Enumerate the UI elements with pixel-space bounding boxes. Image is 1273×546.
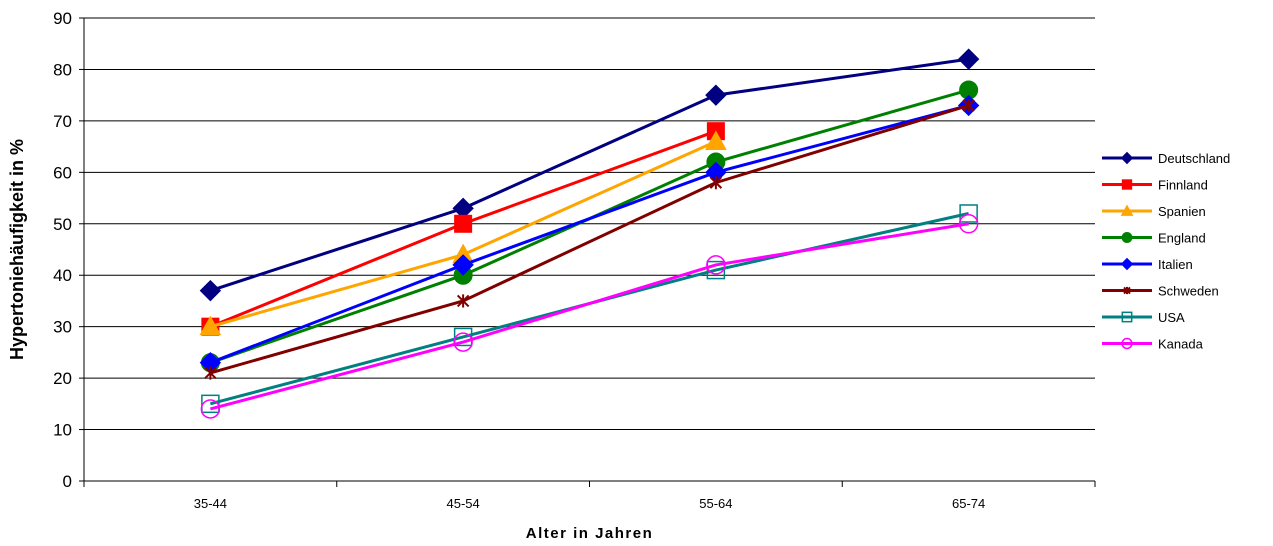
point-usa-65-74 (959, 204, 978, 223)
y-tick-label: 40 (53, 266, 72, 285)
y-tick-label: 10 (53, 421, 72, 440)
legend-label-usa: USA (1158, 310, 1185, 325)
point-schweden-35-44 (204, 366, 217, 380)
point-spanien-55-64 (705, 130, 727, 150)
y-tick-label: 90 (53, 9, 72, 28)
series-england (200, 80, 979, 373)
axes: 0 10 20 30 40 50 60 70 80 90 35-44 45-54 55-64 65-74 (53, 9, 1096, 511)
point-usa-35-44 (201, 394, 220, 414)
legend-label-deutschland: Deutschland (1158, 151, 1230, 166)
legend-item-usa: USA (1102, 310, 1185, 325)
series-line-england (209, 88, 970, 365)
y-tick-label: 30 (53, 318, 72, 337)
point-usa-45-54 (453, 327, 473, 347)
y-tick-label: 0 (63, 472, 72, 491)
point-deutschland-55-64 (705, 84, 727, 106)
y-tick-label: 60 (53, 163, 72, 182)
point-kanada-55-64 (706, 255, 726, 275)
legend-marker-finnland (1121, 179, 1133, 190)
legend-item-finnland: Finnland (1102, 178, 1208, 193)
series-line-deutschland (209, 57, 969, 293)
legend: Deutschland Finnland Spanien England Italien… (1102, 151, 1230, 352)
point-spanien-35-44 (199, 315, 222, 336)
point-deutschland-35-44 (199, 279, 222, 302)
legend-marker-kanada (1121, 337, 1133, 350)
legend-item-england: England (1102, 231, 1206, 246)
y-tick-label: 80 (53, 60, 72, 79)
x-tick-label: 65-74 (952, 496, 985, 511)
legend-item-deutschland: Deutschland (1102, 151, 1230, 166)
point-schweden-45-54 (456, 294, 470, 308)
legend-item-kanada: Kanada (1102, 337, 1204, 352)
legend-marker-schweden (1123, 286, 1131, 295)
legend-label-england: England (1158, 231, 1206, 246)
y-tick-label: 70 (53, 112, 72, 131)
series-finnland (201, 122, 725, 336)
legend-item-italien: Italien (1102, 257, 1193, 272)
point-schweden-55-64 (709, 176, 723, 190)
x-axis-title: Alter in Jahren (526, 525, 654, 542)
x-tick-label: 35-44 (194, 496, 227, 511)
point-usa-55-64 (706, 260, 726, 280)
legend-label-spanien: Spanien (1158, 204, 1206, 219)
y-tick-label: 20 (53, 369, 72, 388)
legend-marker-italien (1120, 257, 1134, 271)
point-schweden-65-74 (962, 98, 975, 113)
legend-marker-spanien (1120, 204, 1134, 216)
x-tick-label: 55-64 (699, 496, 732, 511)
series-schweden (204, 98, 975, 380)
series-line-kanada (209, 222, 969, 411)
series-deutschland (199, 48, 980, 302)
x-tick-label: 45-54 (447, 496, 480, 511)
point-finnland-45-54 (454, 214, 473, 233)
series-kanada (200, 214, 979, 419)
series-line-schweden (209, 104, 970, 375)
legend-label-kanada: Kanada (1158, 337, 1204, 352)
point-kanada-65-74 (958, 214, 979, 234)
point-kanada-45-54 (453, 332, 473, 352)
legend-item-spanien: Spanien (1102, 204, 1206, 219)
legend-marker-england (1121, 232, 1133, 243)
point-deutschland-65-74 (957, 48, 980, 70)
series-line-italien (209, 104, 970, 365)
series-group (199, 48, 980, 419)
grid-lines (84, 17, 1095, 431)
legend-marker-usa (1121, 311, 1133, 323)
legend-item-schweden: Schweden (1102, 284, 1219, 299)
y-axis-title: Hypertoniehäufigkeit in % (7, 139, 27, 360)
legend-marker-deutschland (1120, 151, 1134, 165)
y-tick-label: 50 (53, 215, 72, 234)
point-italien-45-54 (452, 254, 474, 276)
point-kanada-35-44 (200, 399, 221, 419)
legend-label-schweden: Schweden (1158, 284, 1219, 299)
legend-label-finnland: Finnland (1158, 178, 1208, 193)
legend-label-italien: Italien (1158, 257, 1193, 272)
